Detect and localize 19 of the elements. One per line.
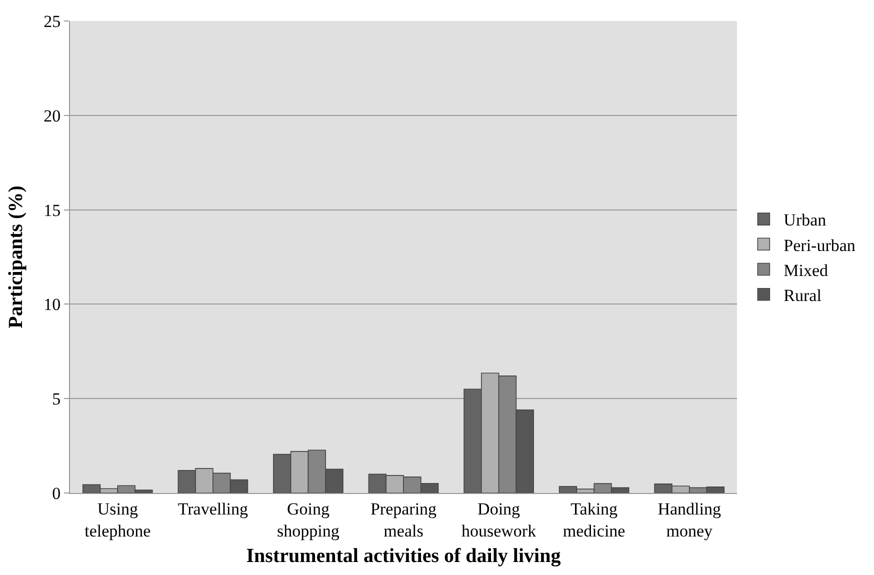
x-tick-label: Handling money	[658, 499, 722, 540]
y-tick-label: 15	[44, 200, 61, 220]
y-tick-label: 0	[52, 484, 61, 503]
y-tick-label: 5	[52, 390, 61, 409]
x-tick-label: Travelling	[178, 499, 249, 518]
x-tick-label: Preparing meals	[370, 499, 438, 540]
legend-label: Mixed	[784, 260, 829, 280]
x-tick-label: Taking medicine	[562, 499, 626, 540]
x-axis-title: Instrumental activities of daily living	[246, 545, 561, 567]
y-tick-label: 20	[44, 106, 61, 126]
x-tick-label: Using telephone	[84, 499, 151, 540]
legend-label: Urban	[784, 210, 827, 230]
x-tick-label: Doing housework	[461, 499, 537, 540]
legend-label: Peri-urban	[784, 236, 856, 255]
x-tick-label: Going shopping	[277, 499, 340, 540]
y-tick-label: 10	[44, 295, 61, 314]
legend-label: Rural	[784, 286, 822, 305]
y-axis-title: Participants (%)	[5, 186, 28, 328]
y-tick-label: 25	[44, 12, 61, 31]
